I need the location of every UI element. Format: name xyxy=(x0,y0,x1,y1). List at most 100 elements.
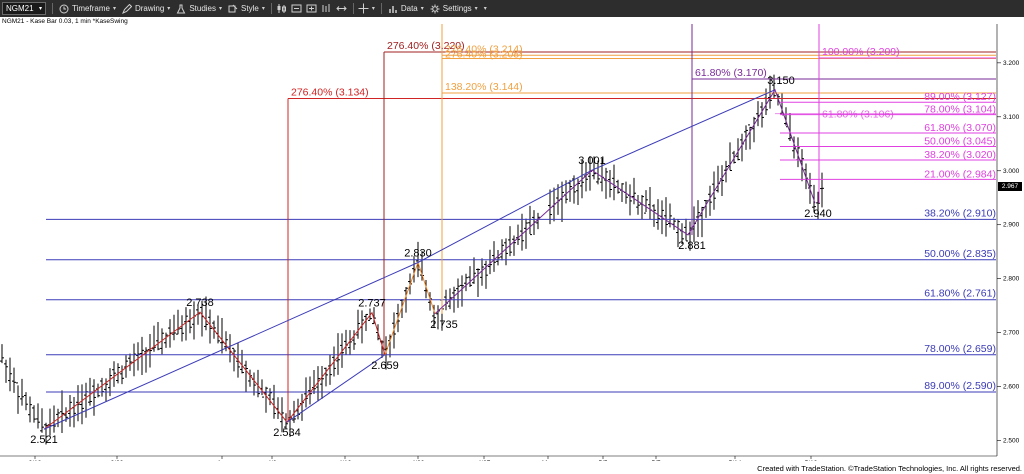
y-tick-label: 2.500 xyxy=(1003,438,1020,445)
price-bar xyxy=(264,386,268,413)
toolbar-divider xyxy=(270,3,272,14)
style-menu[interactable]: Style ▾ xyxy=(228,4,265,14)
price-bar xyxy=(156,321,160,351)
price-chart[interactable]: 38.20% (2.910) 50.00% (2.835) 61.80% (2.76… xyxy=(0,24,1024,461)
bar-spacing-icon[interactable] xyxy=(321,3,332,14)
timeframe-menu[interactable]: Timeframe ▾ xyxy=(59,4,116,14)
price-bar xyxy=(528,205,532,236)
swing-label: 3.150 xyxy=(767,75,795,87)
price-bar xyxy=(0,344,4,364)
price-bar xyxy=(752,116,756,143)
price-bar xyxy=(28,396,32,423)
price-bar xyxy=(280,397,284,433)
retracement-label: 50.00% (3.045) xyxy=(924,135,996,147)
price-bar xyxy=(204,296,208,331)
swing-label: 2.534 xyxy=(273,427,301,439)
x-tick-label: 5/14 xyxy=(729,460,742,461)
price-bar xyxy=(152,325,156,352)
price-bar xyxy=(72,396,76,428)
price-bar xyxy=(648,186,652,220)
price-bar xyxy=(464,273,468,292)
price-bar xyxy=(132,343,136,377)
price-bar xyxy=(636,194,640,215)
price-bar xyxy=(160,328,164,355)
price-bar xyxy=(676,219,680,248)
scroll-icon[interactable] xyxy=(336,3,347,14)
candle-chart-icon[interactable] xyxy=(276,3,287,14)
chevron-down-icon[interactable]: ▾ xyxy=(371,6,375,12)
swing-label: 2.737 xyxy=(358,298,386,310)
price-bar xyxy=(644,190,648,214)
price-bar xyxy=(560,181,564,222)
price-bar xyxy=(448,288,452,310)
price-bar xyxy=(232,347,236,372)
chevron-down-icon: ▾ xyxy=(219,6,223,12)
price-bar xyxy=(812,184,816,213)
drawing-menu[interactable]: Drawing ▾ xyxy=(122,3,170,14)
x-tick-label: 5/19 xyxy=(805,460,818,461)
chart-toolbar: NGM21 ▾ Timeframe ▾ Drawing ▾ Studies ▾ … xyxy=(0,0,1024,17)
credit-text: Created with TradeStation. ©TradeStation… xyxy=(757,464,1022,473)
studies-menu[interactable]: Studies ▾ xyxy=(176,4,222,14)
data-menu[interactable]: Data ▾ xyxy=(388,4,424,14)
chevron-down-icon: ▾ xyxy=(474,6,478,12)
symbol-label: NGM21 xyxy=(6,4,34,13)
zoom-in-icon[interactable] xyxy=(306,3,317,14)
price-bar xyxy=(664,197,668,237)
bar-chart-icon xyxy=(389,5,397,13)
price-bar xyxy=(496,249,500,266)
price-bar xyxy=(184,307,188,341)
price-bar xyxy=(272,384,276,419)
price-bar xyxy=(180,315,184,342)
extension-label: 138.20% (3.144) xyxy=(445,81,523,93)
price-bar xyxy=(164,332,168,348)
settings-menu[interactable]: Settings ▾ xyxy=(430,4,478,14)
extension-label: 61.80% (3.170) xyxy=(695,67,767,79)
price-bar xyxy=(512,235,516,256)
price-bar xyxy=(548,189,552,225)
price-bar xyxy=(8,357,12,392)
price-bar xyxy=(16,382,20,414)
price-bar xyxy=(728,142,732,171)
analysis-overlay xyxy=(43,24,996,430)
price-bar xyxy=(208,309,212,344)
price-bar xyxy=(492,241,496,272)
retracement-label: 38.20% (2.910) xyxy=(924,207,996,219)
price-bar xyxy=(176,309,180,335)
swing-line-blue xyxy=(43,89,776,430)
price-bar xyxy=(220,317,224,354)
price-bar xyxy=(620,183,624,203)
price-bar xyxy=(652,204,656,227)
retracement-label: 61.80% (3.070) xyxy=(924,122,996,134)
chevron-down-icon: ▾ xyxy=(112,6,116,12)
price-bar xyxy=(60,390,64,434)
chevron-down-icon[interactable]: ▾ xyxy=(483,6,487,12)
price-bar xyxy=(604,167,608,199)
price-bar xyxy=(52,405,56,433)
price-bar xyxy=(308,376,312,405)
price-bar xyxy=(504,238,508,266)
retracement-label: 89.00% (2.590) xyxy=(924,380,996,392)
extension-label: 276.40% (3.214) xyxy=(445,43,523,55)
symbol-selector[interactable]: NGM21 ▾ xyxy=(2,2,46,15)
price-bar xyxy=(96,383,100,398)
timeframe-label: Timeframe xyxy=(72,4,110,13)
chevron-down-icon: ▾ xyxy=(420,6,424,12)
retracement-label: 78.00% (3.104) xyxy=(924,104,996,116)
x-tick-label: 4/13 xyxy=(339,460,352,461)
crosshair-icon[interactable] xyxy=(358,3,369,14)
extension-label: 61.80% (3.106) xyxy=(822,109,894,121)
x-tick-label: 5/7 xyxy=(651,460,660,461)
swing-label: 2.881 xyxy=(678,240,706,252)
price-bar xyxy=(592,156,596,180)
price-bar xyxy=(268,388,272,406)
price-bar xyxy=(704,200,708,218)
price-bar xyxy=(780,93,784,116)
price-bar xyxy=(684,218,688,242)
price-bar xyxy=(348,330,352,355)
analysis-labels: 38.20% (2.910) 50.00% (2.835) 61.80% (2.76… xyxy=(30,40,996,446)
price-bar xyxy=(292,400,296,423)
price-bar xyxy=(432,304,436,328)
price-bar xyxy=(816,191,820,220)
zoom-out-icon[interactable] xyxy=(291,3,302,14)
